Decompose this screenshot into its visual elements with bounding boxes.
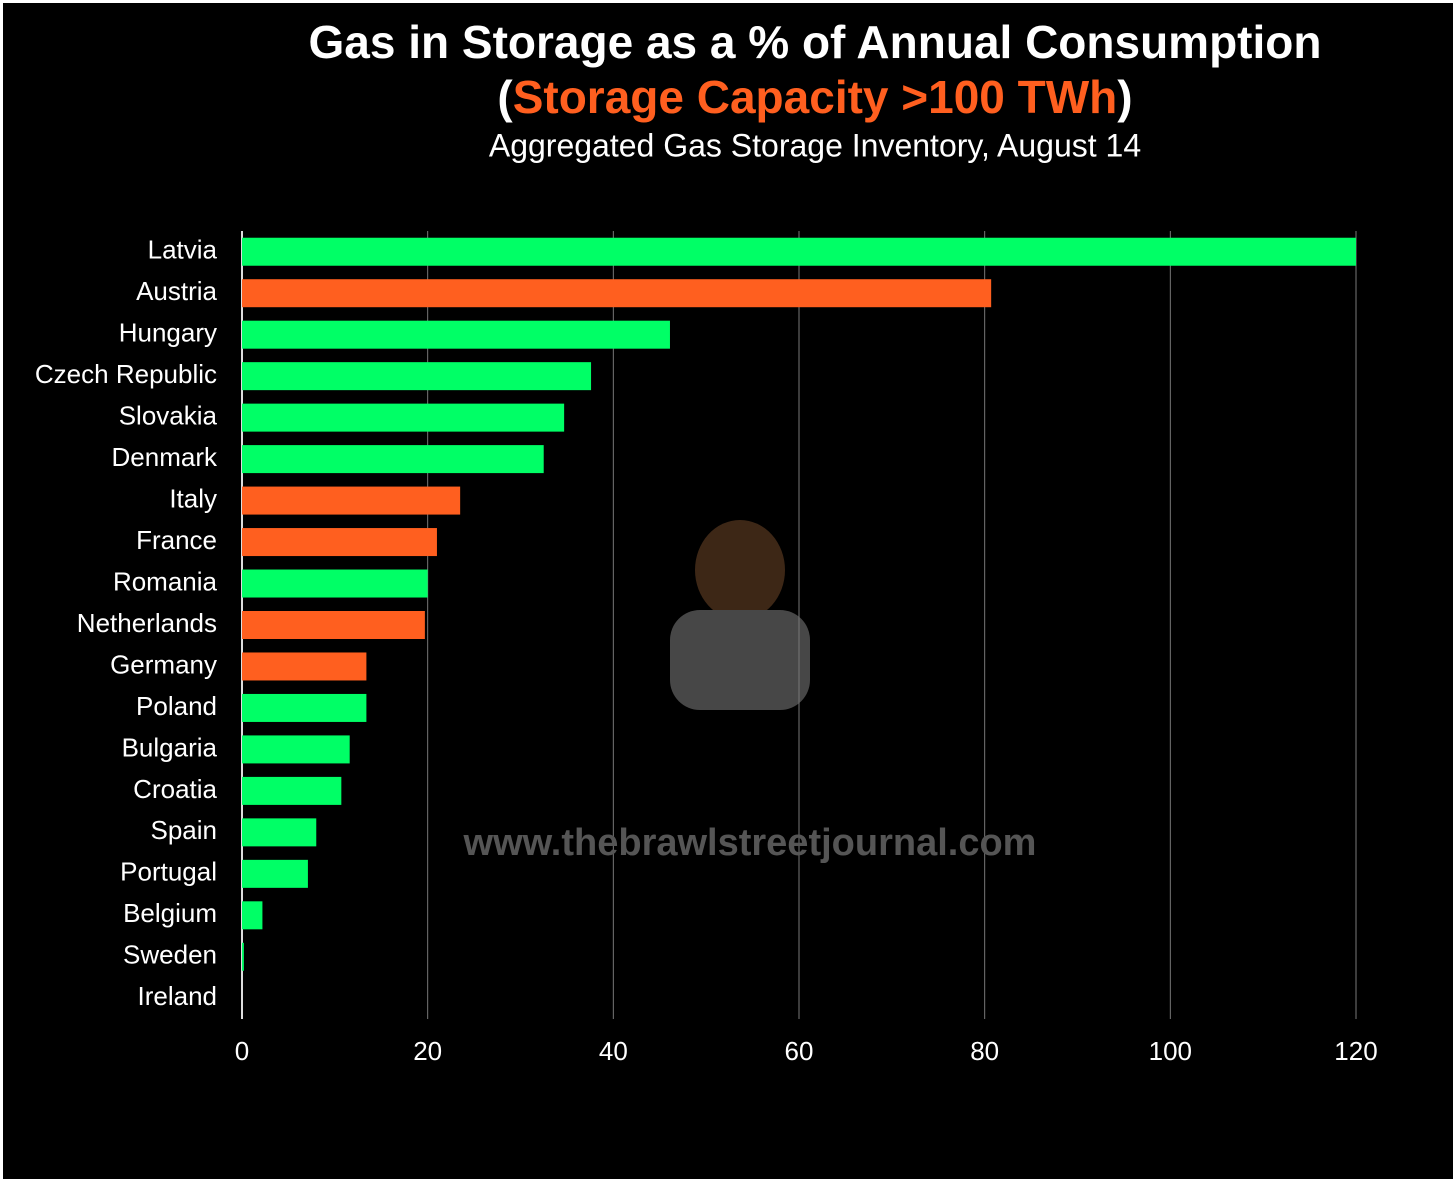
chart-subtitle: Aggregated Gas Storage Inventory, August… — [489, 127, 1141, 163]
y-tick-label: Sweden — [123, 940, 217, 970]
bar — [242, 320, 670, 349]
y-tick-label: Denmark — [112, 442, 218, 472]
y-tick-label: Latvia — [148, 235, 218, 265]
chart-title: Gas in Storage as a % of Annual Consumpt… — [309, 16, 1322, 68]
y-tick-label: Austria — [136, 276, 217, 306]
y-tick-label: Slovakia — [119, 401, 218, 431]
x-tick-label: 60 — [785, 1036, 814, 1066]
bar — [242, 942, 244, 971]
watermark: www.thebrawlstreetjournal.com — [463, 822, 1037, 864]
y-tick-label: Romania — [113, 566, 218, 596]
y-tick-label: France — [136, 525, 217, 555]
y-tick-label: Portugal — [120, 857, 217, 887]
y-tick-label: Belgium — [123, 898, 217, 928]
bar — [242, 403, 565, 432]
y-tick-label: Netherlands — [77, 608, 217, 638]
bar — [242, 486, 461, 515]
x-tick-label: 100 — [1149, 1036, 1192, 1066]
x-tick-label: 80 — [970, 1036, 999, 1066]
y-tick-label: Germany — [110, 649, 217, 679]
y-tick-label: Bulgaria — [122, 732, 218, 762]
bar — [242, 611, 425, 639]
title-part: Storage Capacity >100 TWh — [513, 71, 1118, 123]
x-tick-label: 40 — [599, 1036, 628, 1066]
bar — [242, 818, 317, 847]
y-tick-label: Ireland — [138, 981, 218, 1011]
mascot — [670, 520, 810, 710]
y-tick-label: Croatia — [133, 774, 217, 804]
bar — [242, 362, 592, 391]
bar — [242, 901, 263, 930]
bar — [242, 776, 342, 805]
x-tick-label: 120 — [1334, 1036, 1377, 1066]
y-tick-label: Czech Republic — [35, 359, 217, 389]
bar — [242, 735, 350, 764]
x-tick-label: 20 — [413, 1036, 442, 1066]
title-part: ) — [1117, 71, 1132, 123]
y-tick-label: Spain — [151, 815, 218, 845]
bar — [242, 237, 1356, 266]
bar — [242, 279, 992, 308]
title-part: ( — [497, 71, 513, 123]
y-tick-label: Hungary — [119, 318, 217, 348]
bar — [242, 652, 367, 681]
x-tick-label: 0 — [235, 1036, 249, 1066]
bar — [242, 569, 428, 598]
y-tick-label: Poland — [136, 691, 217, 721]
bar — [242, 445, 544, 474]
y-tick-label: Italy — [169, 483, 217, 513]
chart-title-line2: (Storage Capacity >100 TWh) — [497, 71, 1132, 123]
bar — [242, 528, 437, 557]
bar — [242, 859, 308, 888]
bar — [242, 693, 367, 722]
